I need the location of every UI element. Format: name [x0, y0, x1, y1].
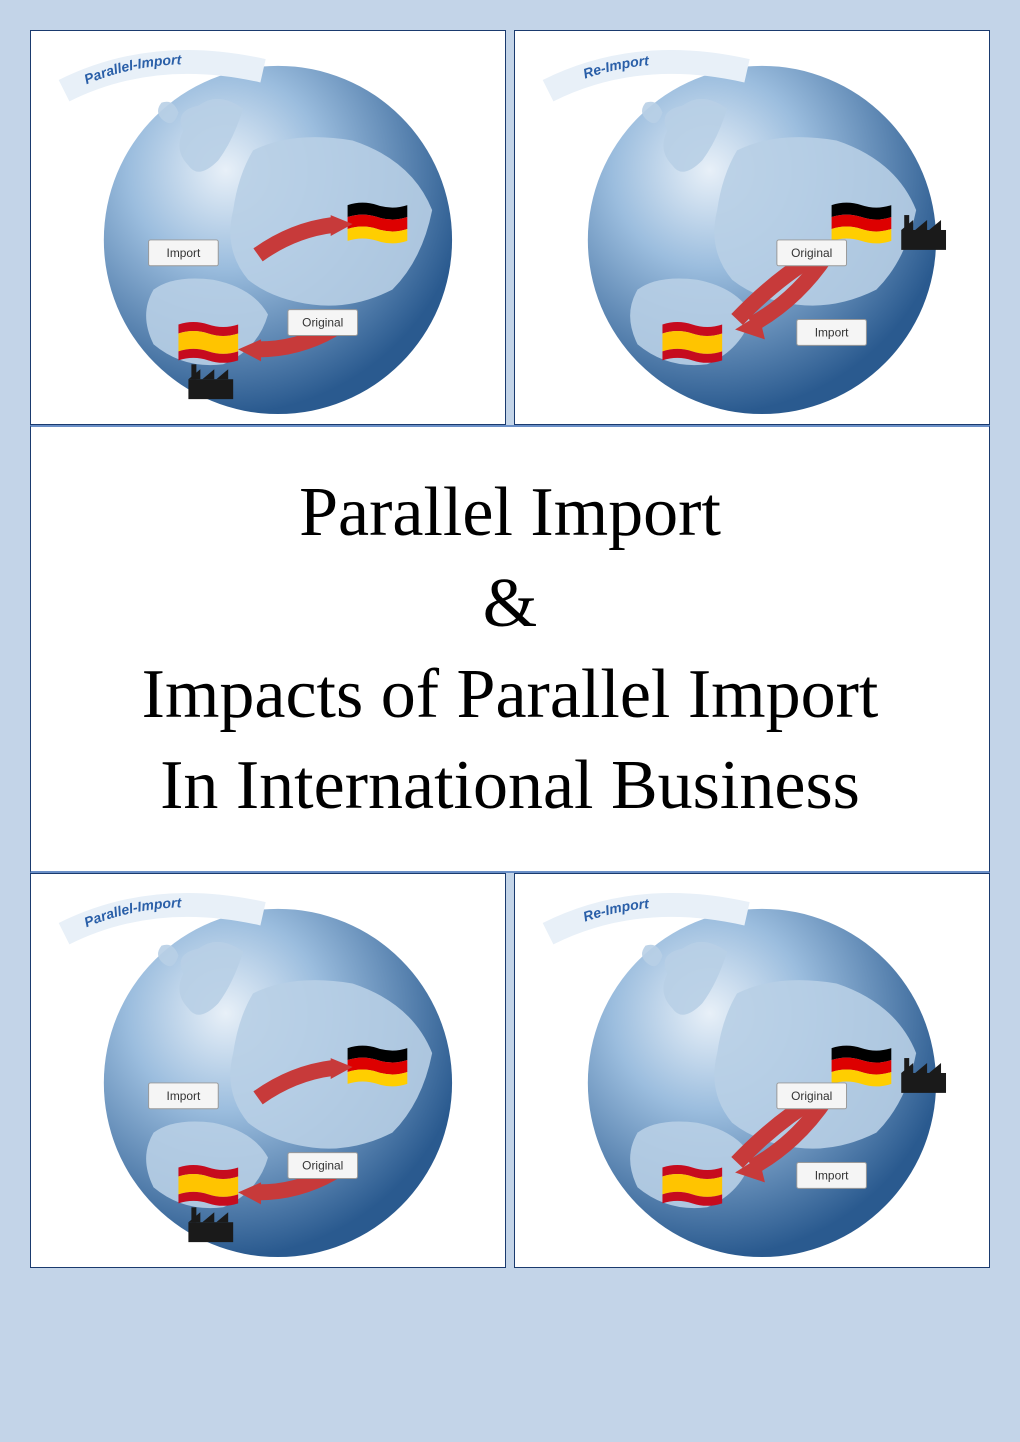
title-line-3: Impacts of Parallel Import [51, 649, 969, 740]
germany-flag-icon [832, 1046, 892, 1087]
globe-panel-parallel-import-top: Parallel-Import [30, 30, 506, 425]
svg-text:Original: Original [302, 315, 343, 329]
title-line-2: & [51, 558, 969, 649]
globe-panel-re-import-top: Re-Import [514, 30, 990, 425]
germany-flag-icon [832, 203, 892, 244]
globe-panel-parallel-import-bottom: Parallel-Import [30, 873, 506, 1268]
import-label-box: Import [149, 240, 219, 266]
parallel-import-diagram: Parallel-Import [31, 31, 505, 424]
svg-text:Import: Import [167, 1089, 201, 1103]
parallel-import-diagram: Parallel-Import [31, 874, 505, 1267]
svg-text:Original: Original [791, 246, 832, 260]
svg-text:Original: Original [791, 1089, 832, 1103]
svg-text:Import: Import [815, 325, 849, 339]
import-label-box: Import [797, 320, 867, 346]
spain-flag-icon [662, 322, 722, 363]
spain-flag-icon [662, 1165, 722, 1206]
re-import-diagram: Re-Import [515, 31, 989, 424]
germany-flag-icon [348, 1046, 408, 1087]
title-line-4: In International Business [51, 740, 969, 831]
globe-row-bottom: Parallel-Import [30, 873, 990, 1268]
title-line-1: Parallel Import [51, 467, 969, 558]
svg-text:Original: Original [302, 1158, 343, 1172]
spain-flag-icon [178, 322, 238, 363]
original-label-box: Original [288, 310, 358, 336]
globe-row-top: Parallel-Import [30, 30, 990, 425]
globe-panel-re-import-bottom: Re-Import [514, 873, 990, 1268]
germany-flag-icon [348, 203, 408, 244]
re-import-diagram: Re-Import [515, 874, 989, 1267]
document-page: Parallel-Import [30, 30, 990, 1412]
title-block: Parallel Import & Impacts of Parallel Im… [30, 425, 990, 873]
svg-text:Import: Import [167, 246, 201, 260]
svg-text:Import: Import [815, 1168, 849, 1182]
original-label-box: Original [777, 240, 847, 266]
spain-flag-icon [178, 1165, 238, 1206]
